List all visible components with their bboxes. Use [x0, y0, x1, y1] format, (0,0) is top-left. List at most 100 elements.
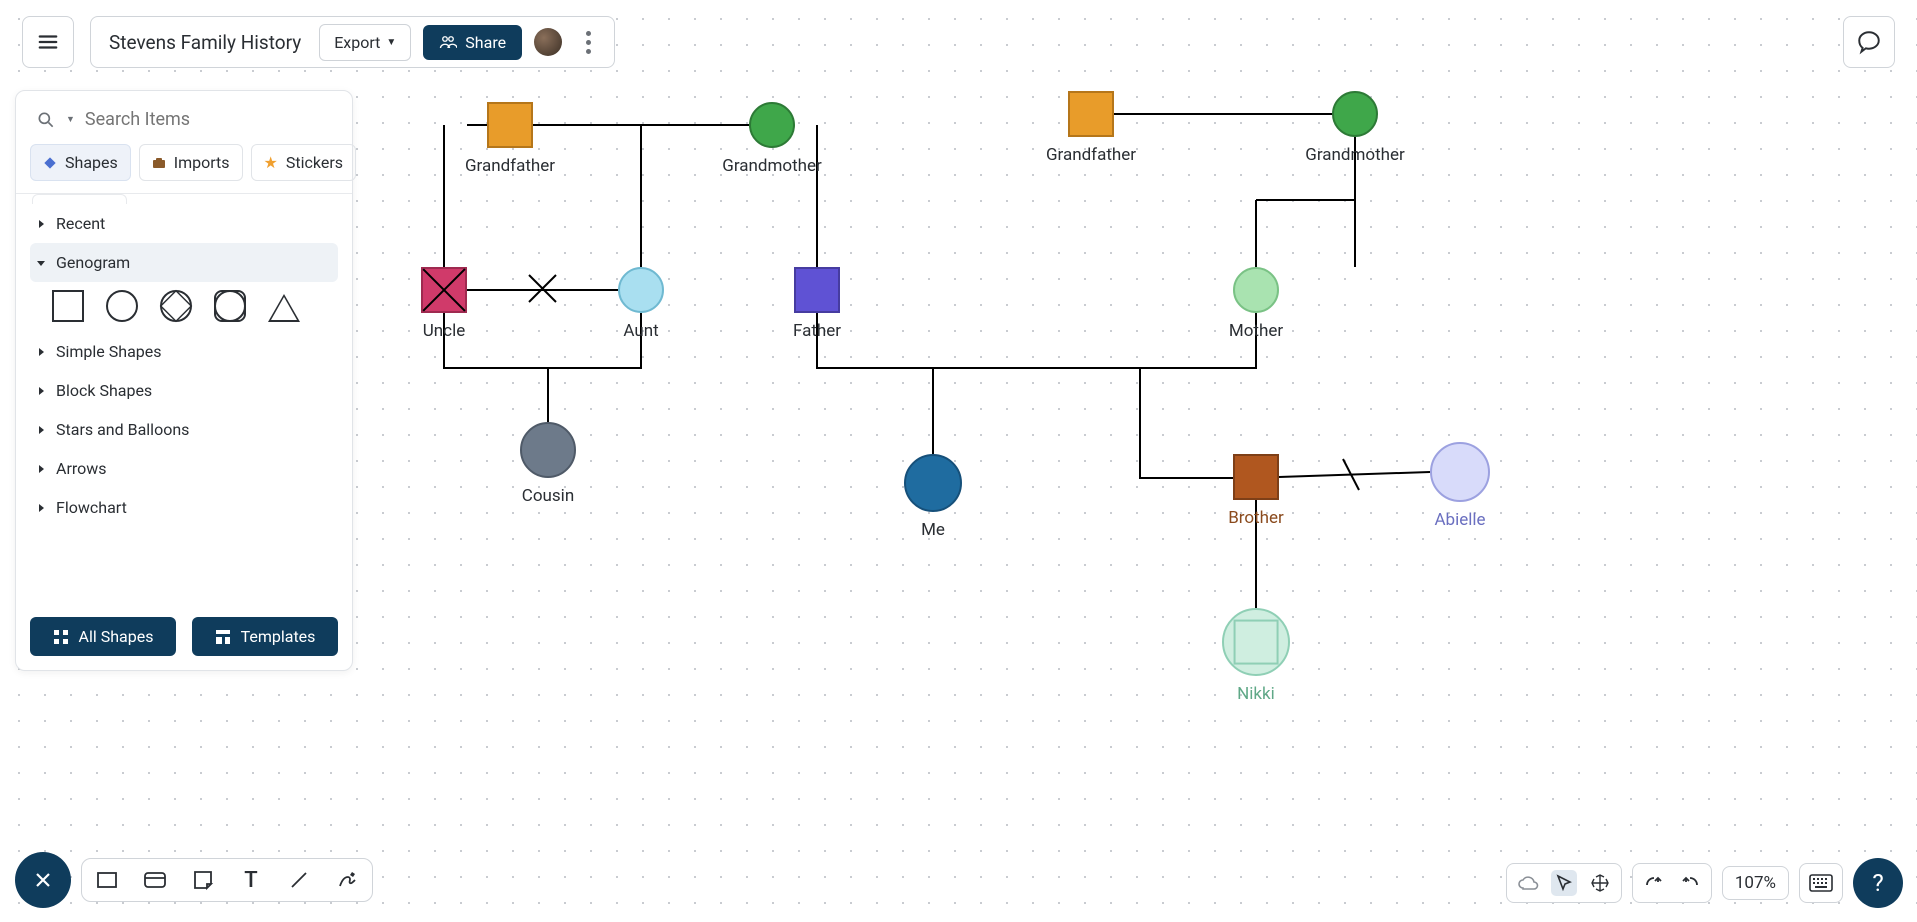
all-shapes-button[interactable]: All Shapes — [30, 617, 176, 656]
top-bar: Stevens Family History Export ▼ Share — [22, 16, 615, 68]
node-gm1[interactable]: Grandmother — [749, 102, 795, 176]
category-simple-shapes[interactable]: Simple Shapes — [30, 332, 338, 371]
node-cousin[interactable]: Cousin — [520, 422, 576, 506]
tool-freehand[interactable] — [334, 867, 360, 893]
undo-button[interactable] — [1641, 870, 1667, 896]
shapes-panel: ▼ Shapes Imports ★ Stickers Recent Genog… — [15, 90, 353, 671]
tab-imports[interactable]: Imports — [139, 144, 243, 181]
node-label: Me — [921, 520, 945, 540]
panel-footer: All Shapes Templates — [30, 617, 338, 656]
node-label: Nikki — [1237, 684, 1275, 704]
title-card: Stevens Family History Export ▼ Share — [90, 16, 615, 68]
tool-text[interactable]: T — [238, 867, 264, 893]
hamburger-icon — [37, 31, 59, 53]
templates-label: Templates — [241, 627, 316, 646]
node-label: Grandfather — [1046, 145, 1136, 165]
redo-button[interactable] — [1677, 870, 1703, 896]
category-stars-label: Stars and Balloons — [56, 420, 189, 439]
caret-right-icon — [36, 219, 46, 229]
category-flowchart[interactable]: Flowchart — [30, 488, 338, 527]
palette-square[interactable] — [52, 290, 84, 322]
tool-note[interactable] — [190, 867, 216, 893]
menu-button[interactable] — [22, 16, 74, 68]
search-icon — [36, 110, 56, 130]
pointer-tool[interactable] — [1551, 870, 1577, 896]
tool-card[interactable] — [142, 867, 168, 893]
search-input[interactable] — [85, 109, 332, 130]
caret-right-icon — [36, 464, 46, 474]
tab-stickers[interactable]: ★ Stickers — [251, 144, 356, 181]
node-label: Mother — [1229, 321, 1283, 341]
caret-right-icon — [36, 386, 46, 396]
palette-circle[interactable] — [106, 290, 138, 322]
keyboard-group — [1799, 863, 1843, 903]
all-shapes-label: All Shapes — [79, 627, 154, 646]
node-gf1[interactable]: Grandfather — [487, 102, 533, 176]
tab-shapes[interactable]: Shapes — [30, 144, 131, 181]
genogram-palette — [30, 282, 338, 332]
export-button[interactable]: Export ▼ — [319, 24, 411, 61]
palette-rounded-circle[interactable] — [214, 290, 246, 322]
caret-down-icon — [36, 258, 46, 268]
node-label: Father — [793, 321, 841, 341]
node-brother[interactable]: Brother — [1233, 454, 1279, 528]
close-toolbar-button[interactable] — [15, 852, 71, 908]
category-block-label: Block Shapes — [56, 381, 152, 400]
node-label: Aunt — [623, 321, 658, 341]
tab-indicator — [32, 194, 127, 204]
keyboard-shortcuts-button[interactable] — [1808, 870, 1834, 896]
cloud-sync-button[interactable] — [1515, 870, 1541, 896]
zoom-level[interactable]: 107% — [1722, 866, 1789, 900]
palette-triangle[interactable] — [268, 290, 300, 322]
node-label: Uncle — [423, 321, 465, 341]
help-button[interactable]: ? — [1853, 858, 1903, 908]
people-icon — [439, 33, 457, 51]
node-uncle[interactable]: Uncle — [421, 267, 467, 341]
bottom-left-toolbar: T — [15, 852, 373, 908]
user-avatar[interactable] — [534, 28, 562, 56]
tool-rectangle[interactable] — [94, 867, 120, 893]
template-icon — [215, 629, 231, 645]
category-block-shapes[interactable]: Block Shapes — [30, 371, 338, 410]
node-father[interactable]: Father — [794, 267, 840, 341]
category-stars-balloons[interactable]: Stars and Balloons — [30, 410, 338, 449]
search-caret-icon: ▼ — [66, 114, 75, 125]
pan-tool[interactable] — [1587, 870, 1613, 896]
category-arrows[interactable]: Arrows — [30, 449, 338, 488]
caret-right-icon — [36, 503, 46, 513]
briefcase-icon — [152, 156, 166, 170]
node-label: Grandfather — [465, 156, 555, 176]
tab-shapes-label: Shapes — [65, 153, 118, 172]
node-abielle[interactable]: Abielle — [1430, 442, 1490, 530]
templates-button[interactable]: Templates — [192, 617, 338, 656]
chat-icon — [1856, 29, 1882, 55]
node-label: Grandmother — [1305, 145, 1405, 165]
node-aunt[interactable]: Aunt — [618, 267, 664, 341]
document-title[interactable]: Stevens Family History — [103, 31, 307, 54]
star-icon: ★ — [264, 153, 278, 172]
comments-button[interactable] — [1843, 16, 1895, 68]
node-gm2[interactable]: Grandmother — [1332, 91, 1378, 165]
share-button[interactable]: Share — [423, 25, 522, 60]
tool-line[interactable] — [286, 867, 312, 893]
caret-down-icon: ▼ — [386, 37, 396, 48]
grid-icon — [53, 629, 69, 645]
node-me[interactable]: Me — [904, 454, 962, 540]
panel-tabs: Shapes Imports ★ Stickers — [30, 144, 338, 181]
category-recent-label: Recent — [56, 214, 105, 233]
category-recent[interactable]: Recent — [30, 204, 338, 243]
node-mother[interactable]: Mother — [1233, 267, 1279, 341]
caret-right-icon — [36, 425, 46, 435]
palette-diamond-circle[interactable] — [160, 290, 192, 322]
diamond-icon — [43, 156, 57, 170]
more-menu-button[interactable] — [574, 31, 602, 54]
node-label: Cousin — [522, 486, 574, 506]
category-flowchart-label: Flowchart — [56, 498, 127, 517]
undo-redo-group — [1632, 863, 1712, 903]
export-label: Export — [334, 33, 380, 52]
category-genogram[interactable]: Genogram — [30, 243, 338, 282]
node-nikki[interactable]: Nikki — [1222, 608, 1290, 704]
close-icon — [33, 870, 53, 890]
node-label: Abielle — [1434, 510, 1485, 530]
node-gf2[interactable]: Grandfather — [1068, 91, 1114, 165]
